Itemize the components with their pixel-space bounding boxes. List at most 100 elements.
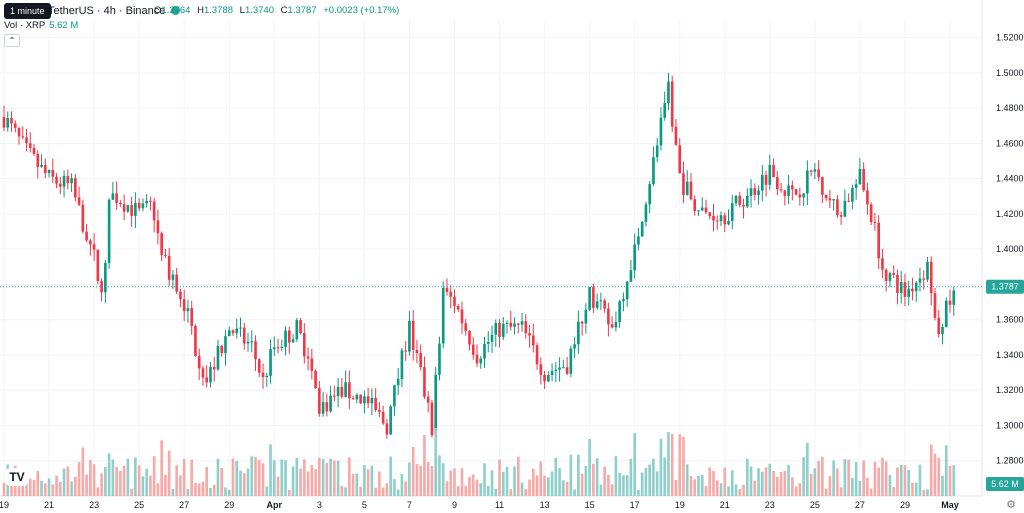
volume-bar bbox=[824, 488, 828, 496]
candle-body bbox=[355, 394, 359, 400]
candle-body bbox=[280, 346, 284, 349]
candle-body bbox=[599, 300, 603, 302]
volume-bar bbox=[389, 456, 392, 496]
volume-bar bbox=[577, 454, 580, 496]
volume-bar bbox=[291, 466, 295, 496]
candle-body bbox=[948, 300, 952, 305]
change-value: +0.0023 (+0.17%) bbox=[323, 5, 400, 16]
time-tick-label: 9 bbox=[452, 500, 457, 510]
candle-body bbox=[186, 308, 190, 312]
candle-body bbox=[250, 341, 254, 343]
candle-body bbox=[269, 349, 272, 376]
volume-bar bbox=[892, 487, 896, 496]
volume-bar bbox=[655, 471, 659, 496]
volume-tag-label: 5.62 M bbox=[991, 479, 1019, 489]
volume-bar bbox=[633, 433, 636, 496]
time-tick-label: 23 bbox=[89, 500, 99, 510]
candle-body bbox=[622, 299, 625, 302]
volume-bar bbox=[584, 465, 588, 496]
volume-bar bbox=[753, 480, 757, 496]
volume-bar bbox=[445, 481, 449, 496]
candle-body bbox=[468, 330, 471, 345]
candle-body bbox=[881, 258, 884, 270]
volume-bar bbox=[847, 459, 850, 496]
price-tick-label: 1.3200 bbox=[996, 385, 1024, 395]
candle-body bbox=[231, 330, 235, 334]
candle-body bbox=[227, 330, 231, 337]
volume-bar bbox=[197, 483, 201, 496]
candle-body bbox=[836, 199, 839, 216]
volume-bar bbox=[768, 463, 772, 496]
chevron-up-icon[interactable]: ⌃ bbox=[4, 34, 20, 47]
volume-bar bbox=[209, 487, 212, 496]
volume-bar bbox=[543, 475, 546, 496]
volume-bar bbox=[287, 489, 291, 496]
candle-body bbox=[742, 204, 745, 207]
candle-body bbox=[719, 215, 723, 222]
volume-bar bbox=[952, 465, 956, 496]
candle-body bbox=[618, 301, 621, 322]
candle-body bbox=[107, 199, 111, 263]
volume-bar bbox=[396, 489, 400, 496]
candle-body bbox=[607, 308, 610, 325]
candle-body bbox=[453, 296, 456, 306]
candle-body bbox=[580, 321, 584, 324]
volume-bar bbox=[182, 458, 186, 496]
volume-bar bbox=[299, 468, 302, 496]
volume-bar bbox=[745, 458, 749, 496]
volume-bar bbox=[783, 470, 787, 496]
symbol-title[interactable]: TetherUS · 4h · Binance bbox=[48, 5, 184, 17]
volume-bar bbox=[678, 434, 682, 496]
volume-bar bbox=[509, 489, 513, 496]
candle-body bbox=[40, 165, 43, 167]
price-tick-label: 1.5200 bbox=[996, 33, 1024, 43]
volume-bar bbox=[242, 473, 246, 496]
candle-body bbox=[670, 81, 674, 127]
candle-body bbox=[479, 358, 483, 364]
volume-bar bbox=[516, 456, 520, 496]
volume-bar bbox=[164, 474, 167, 496]
candle-body bbox=[104, 262, 107, 293]
candle-body bbox=[212, 366, 216, 370]
volume-bar bbox=[866, 477, 869, 496]
candle-body bbox=[284, 330, 287, 347]
volume-bar bbox=[644, 467, 648, 496]
time-tick-label: 11 bbox=[495, 500, 504, 510]
volume-bar bbox=[569, 454, 573, 496]
volume-bar bbox=[254, 456, 257, 496]
volume-bar bbox=[201, 481, 205, 496]
gear-icon[interactable]: ⚙ bbox=[1006, 499, 1016, 511]
candle-body bbox=[689, 181, 693, 200]
candle-body bbox=[426, 396, 430, 403]
volume-bar bbox=[832, 460, 835, 496]
candle-body bbox=[325, 402, 329, 412]
volume-bar bbox=[851, 478, 854, 496]
volume-bar bbox=[333, 460, 336, 496]
candle-body bbox=[501, 323, 505, 337]
tradingview-logo-icon[interactable]: TV bbox=[6, 468, 28, 486]
volume-bar bbox=[727, 486, 730, 496]
candle-body bbox=[21, 136, 25, 138]
candle-body bbox=[753, 188, 757, 195]
candle-body bbox=[220, 345, 224, 354]
volume-bar bbox=[261, 463, 265, 496]
volume-label: Vol · XRP bbox=[4, 20, 46, 31]
candle-body bbox=[760, 174, 764, 191]
volume-bar bbox=[547, 477, 550, 496]
candle-body bbox=[851, 187, 854, 202]
time-tick-label: 21 bbox=[720, 500, 730, 510]
candle-body bbox=[678, 145, 682, 174]
volume-bar bbox=[149, 475, 152, 496]
volume-bar bbox=[179, 475, 182, 496]
volume-bar bbox=[344, 487, 347, 496]
candle-body bbox=[149, 200, 152, 202]
candle-body bbox=[516, 323, 520, 325]
candle-body bbox=[614, 321, 618, 328]
volume-bar bbox=[813, 468, 817, 496]
volume-bar bbox=[501, 471, 505, 496]
volume-bar bbox=[791, 477, 794, 496]
candle-body bbox=[415, 349, 419, 354]
volume-bar bbox=[535, 475, 539, 496]
candle-body bbox=[663, 103, 667, 118]
